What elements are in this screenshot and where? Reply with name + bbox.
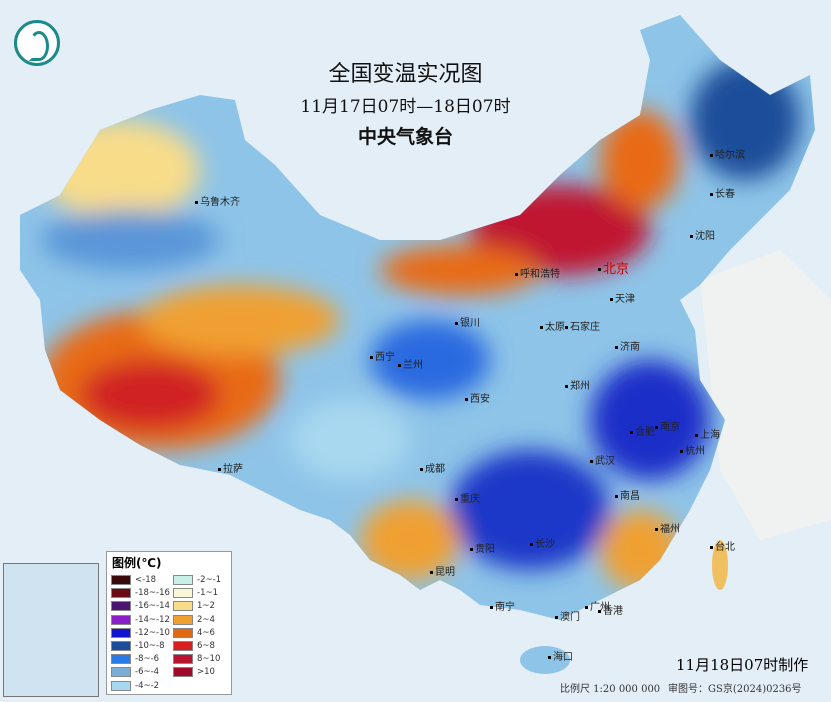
legend-item: -2~-1 bbox=[173, 574, 221, 586]
legend-swatch bbox=[111, 588, 131, 599]
legend-label: -16~-14 bbox=[135, 601, 170, 612]
logo bbox=[14, 20, 60, 66]
city-label: 石家庄 bbox=[565, 318, 600, 333]
legend-swatch bbox=[111, 654, 131, 665]
legend: 图例(℃) <-18 -18~-16 -16~-14 -14~-12 -12~-10 -1… bbox=[106, 551, 232, 695]
city-label: 南京 bbox=[655, 418, 680, 433]
city-label: 兰州 bbox=[398, 356, 423, 371]
legend-item: -1~1 bbox=[173, 587, 218, 599]
south-china-sea-inset bbox=[3, 563, 99, 697]
legend-label: 8~10 bbox=[197, 654, 221, 665]
city-label: 重庆 bbox=[455, 490, 480, 505]
review-number: 审图号：GS京(2024)0236号 bbox=[668, 684, 802, 695]
city-label: 银川 bbox=[455, 314, 480, 329]
legend-label: 1~2 bbox=[197, 601, 215, 612]
city-label: 昆明 bbox=[430, 563, 455, 578]
legend-swatch bbox=[173, 588, 193, 599]
city-label: 济南 bbox=[615, 338, 640, 353]
legend-item: 6~8 bbox=[173, 640, 215, 652]
city-label: 太原 bbox=[540, 318, 565, 333]
legend-label: <-18 bbox=[135, 575, 157, 585]
legend-item: <-18 bbox=[111, 574, 156, 586]
map-issuer: 中央气象台 bbox=[357, 126, 453, 148]
city-label: 上海 bbox=[695, 426, 720, 441]
scale: 比例尺 1:20 000 000 bbox=[560, 684, 661, 695]
made-time: 11月18日07时制作 bbox=[676, 656, 809, 674]
legend-label: -2~-1 bbox=[197, 575, 222, 585]
city-label: 呼和浩特 bbox=[515, 265, 560, 280]
legend-label: -6~-4 bbox=[135, 667, 160, 678]
legend-label: >10 bbox=[197, 667, 215, 678]
legend-item: -4~-2 bbox=[111, 680, 159, 692]
legend-swatch bbox=[173, 614, 193, 625]
city-label: 西宁 bbox=[370, 348, 395, 363]
legend-swatch bbox=[111, 627, 131, 638]
legend-label: -18~-16 bbox=[135, 588, 170, 599]
city-label: 哈尔滨 bbox=[710, 146, 745, 161]
legend-title: 图例(℃) bbox=[112, 556, 162, 570]
legend-swatch bbox=[173, 667, 193, 678]
legend-label: -8~-6 bbox=[135, 654, 160, 665]
city-label: 长沙 bbox=[530, 535, 555, 550]
legend-item: -6~-4 bbox=[111, 666, 159, 678]
legend-swatch bbox=[173, 601, 193, 612]
legend-swatch bbox=[173, 575, 193, 585]
city-label: 南宁 bbox=[490, 598, 515, 613]
city-label: 西安 bbox=[465, 390, 490, 405]
legend-item: -16~-14 bbox=[111, 600, 170, 612]
legend-item: 4~6 bbox=[173, 627, 215, 639]
city-label: 福州 bbox=[655, 520, 680, 535]
city-label: 香港 bbox=[598, 602, 623, 617]
city-label: 长春 bbox=[710, 185, 735, 200]
city-label: 武汉 bbox=[590, 452, 615, 467]
city-label: 拉萨 bbox=[218, 460, 243, 475]
city-label: 杭州 bbox=[680, 442, 705, 457]
legend-label: 4~6 bbox=[197, 627, 215, 638]
legend-item: -10~-8 bbox=[111, 640, 164, 652]
city-label: 澳门 bbox=[555, 608, 580, 623]
city-label: 北京 bbox=[598, 258, 629, 277]
legend-item: >10 bbox=[173, 666, 215, 678]
city-label: 郑州 bbox=[565, 377, 590, 392]
map-period: 11月17日07时—18日07时 bbox=[300, 97, 511, 117]
legend-label: -14~-12 bbox=[135, 614, 170, 625]
legend-item: 8~10 bbox=[173, 653, 220, 665]
legend-label: 2~4 bbox=[197, 614, 215, 625]
legend-label: 6~8 bbox=[197, 641, 215, 651]
city-label: 合肥 bbox=[630, 423, 655, 438]
legend-swatch bbox=[111, 614, 131, 625]
legend-item: -12~-10 bbox=[111, 627, 170, 639]
city-label: 成都 bbox=[420, 460, 445, 475]
city-label: 天津 bbox=[610, 290, 635, 305]
legend-item: 1~2 bbox=[173, 600, 215, 612]
legend-item: -8~-6 bbox=[111, 653, 159, 665]
city-label: 海口 bbox=[548, 648, 573, 663]
legend-item: 2~4 bbox=[173, 614, 215, 626]
city-label: 沈阳 bbox=[690, 227, 715, 242]
legend-swatch bbox=[173, 654, 193, 665]
city-label: 台北 bbox=[710, 538, 735, 553]
city-label: 乌鲁木齐 bbox=[195, 193, 240, 208]
legend-swatch bbox=[173, 627, 193, 638]
map-title: 全国变温实况图 bbox=[328, 62, 483, 87]
legend-label: -10~-8 bbox=[135, 641, 165, 651]
legend-swatch bbox=[111, 641, 131, 651]
legend-swatch bbox=[111, 575, 131, 585]
legend-swatch bbox=[111, 667, 131, 678]
legend-label: -4~-2 bbox=[135, 680, 160, 691]
city-label: 贵阳 bbox=[470, 540, 495, 555]
legend-swatch bbox=[111, 680, 131, 691]
legend-label: -12~-10 bbox=[135, 627, 170, 638]
city-label: 南昌 bbox=[615, 487, 640, 502]
legend-item: -18~-16 bbox=[111, 587, 170, 599]
legend-swatch bbox=[173, 641, 193, 651]
legend-item: -14~-12 bbox=[111, 614, 170, 626]
legend-label: -1~1 bbox=[197, 588, 219, 599]
legend-swatch bbox=[111, 601, 131, 612]
